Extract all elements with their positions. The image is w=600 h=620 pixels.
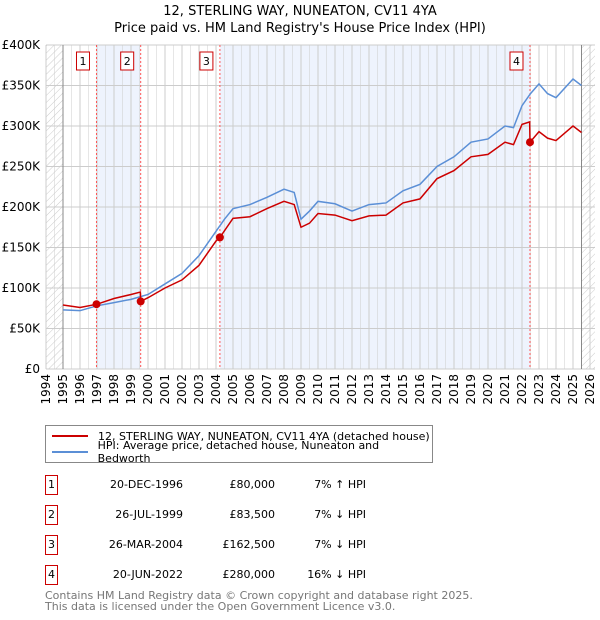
- y-tick-label: £250K: [2, 160, 42, 174]
- x-tick-label: 2016: [413, 374, 427, 405]
- x-tick-label: 1997: [90, 374, 104, 405]
- x-tick-label: 2017: [430, 374, 444, 405]
- sale-date: 20-DEC-1996: [109, 478, 183, 491]
- x-tick-label: 2010: [311, 374, 325, 405]
- x-tick-label: 2004: [209, 374, 223, 405]
- x-tick-label: 2009: [294, 374, 308, 405]
- sale-point: [525, 138, 534, 147]
- x-tick-label: 2022: [515, 374, 529, 405]
- sale-number: 1: [45, 475, 58, 495]
- x-tick-label: 2026: [583, 374, 597, 405]
- sale-label: 1: [79, 55, 86, 68]
- sale-point: [92, 300, 101, 309]
- sale-label-box: [199, 51, 214, 71]
- legend-swatch-red: [52, 435, 88, 437]
- sale-point: [215, 233, 224, 242]
- sale-date: 26-MAR-2004: [108, 538, 183, 551]
- sale-hpi-diff: 7% ↓ HPI: [314, 538, 366, 551]
- legend-item-property: 12, STERLING WAY, NUNEATON, CV11 4YA (de…: [52, 428, 430, 444]
- sale-label: 3: [203, 55, 210, 68]
- legend-label: HPI: Average price, detached house, Nune…: [97, 439, 380, 465]
- sale-number: 4: [45, 565, 58, 585]
- sale-number: 2: [45, 505, 58, 525]
- y-tick-label: £50K: [9, 322, 41, 336]
- y-tick-label: £400K: [2, 38, 42, 52]
- y-tick-label: £350K: [2, 79, 42, 93]
- sale-label: 2: [124, 55, 131, 68]
- sale-hpi-diff: 7% ↓ HPI: [314, 508, 366, 521]
- x-tick-label: 2001: [158, 374, 172, 405]
- hpi-line: [62, 78, 582, 312]
- x-tick-label: 2000: [141, 374, 155, 405]
- x-tick-label: 2020: [481, 374, 495, 405]
- sale-date: 26-JUL-1999: [115, 508, 183, 521]
- x-tick-label: 2005: [226, 374, 240, 405]
- property-price-line: [62, 120, 582, 309]
- x-tick-label: 2025: [566, 374, 580, 405]
- x-tick-label: 1999: [124, 374, 138, 405]
- y-tick-label: £150K: [2, 241, 42, 255]
- footer: Contains HM Land Registry data © Crown c…: [45, 590, 473, 612]
- sale-label-box: [75, 51, 90, 71]
- x-tick-label: 2013: [362, 374, 376, 405]
- sale-number: 3: [45, 535, 58, 555]
- x-tick-label: 2007: [260, 374, 274, 405]
- x-tick-label: 2019: [464, 374, 478, 405]
- x-tick-label: 2008: [277, 374, 291, 405]
- sale-price: £280,000: [222, 568, 276, 581]
- y-tick-label: £300K: [2, 119, 42, 133]
- sale-hpi-diff: 16% ↓ HPI: [307, 568, 366, 581]
- chart-title: 12, STERLING WAY, NUNEATON, CV11 4YA: [163, 4, 437, 19]
- y-tick-label: £100K: [2, 281, 42, 295]
- sale-point: [136, 297, 145, 306]
- sale-label-box: [120, 51, 135, 71]
- sale-date: 20-JUN-2022: [112, 568, 183, 581]
- x-tick-label: 2002: [175, 374, 189, 405]
- x-tick-label: 2014: [379, 374, 393, 405]
- sale-hpi-diff: 7% ↑ HPI: [314, 478, 366, 491]
- x-tick-label: 2011: [328, 374, 342, 405]
- x-tick-label: 1994: [39, 374, 53, 405]
- x-tick-label: 2003: [192, 374, 206, 405]
- x-tick-label: 2018: [447, 374, 461, 405]
- y-tick-label: £0: [25, 362, 40, 376]
- chart-subtitle: Price paid vs. HM Land Registry's House …: [114, 21, 486, 36]
- legend: 12, STERLING WAY, NUNEATON, CV11 4YA (de…: [45, 425, 433, 465]
- footer-line-2: This data is licensed under the Open Gov…: [45, 600, 396, 613]
- sale-price: £80,000: [229, 478, 276, 491]
- sale-price: £83,500: [229, 508, 276, 521]
- x-tick-label: 2006: [243, 374, 257, 405]
- y-tick-label: £200K: [2, 200, 42, 214]
- x-tick-label: 1996: [73, 374, 87, 405]
- legend-label: 12, STERLING WAY, NUNEATON, CV11 4YA (de…: [98, 429, 430, 443]
- sale-price: £162,500: [222, 538, 276, 551]
- x-tick-label: 1998: [107, 374, 121, 405]
- x-tick-label: 2012: [345, 374, 359, 405]
- x-tick-label: 1995: [56, 374, 70, 405]
- x-tick-label: 2024: [549, 374, 563, 405]
- footer-line-1: Contains HM Land Registry data © Crown c…: [45, 589, 473, 602]
- sale-label-box: [509, 51, 524, 71]
- x-tick-label: 2015: [396, 374, 410, 405]
- sale-label: 4: [513, 55, 520, 68]
- legend-item-hpi: HPI: Average price, detached house, Nune…: [52, 439, 432, 465]
- x-tick-label: 2021: [498, 374, 512, 405]
- price-chart: £0 £50K £100K £150K £200K £250K £300K £350K £400…: [2, 38, 597, 405]
- legend-swatch-blue: [52, 451, 88, 453]
- x-tick-label: 2023: [532, 374, 546, 405]
